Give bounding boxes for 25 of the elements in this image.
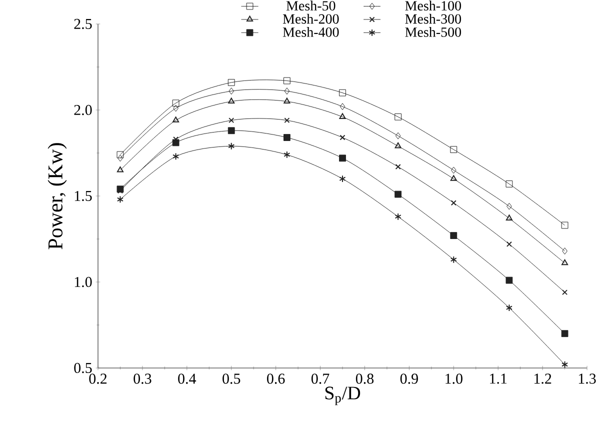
x-tick-label: 1.0 xyxy=(446,374,462,384)
legend-label: Mesh-200 xyxy=(282,14,339,24)
x-tick-label: 0.2 xyxy=(89,374,107,384)
y-tick-label: 0.5 xyxy=(74,362,92,374)
y-axis-title: Power, (Kw) xyxy=(48,143,67,250)
x-tick-label: 1.2 xyxy=(534,374,552,384)
legend-label: Mesh-50 xyxy=(286,0,336,11)
y-tick-label: 2.5 xyxy=(74,18,92,30)
legend-label: Mesh-500 xyxy=(405,27,462,37)
legend-label: Mesh-400 xyxy=(282,27,339,37)
x-tick-label: 0.3 xyxy=(134,374,152,384)
x-tick-label: 0.4 xyxy=(178,374,196,384)
x-tick-label: 1.3 xyxy=(578,374,596,384)
x-tick-label: 0.5 xyxy=(222,374,240,384)
legend-label: Mesh-300 xyxy=(405,14,462,24)
legend-label: Mesh-100 xyxy=(405,0,462,11)
x-tick-label: 0.6 xyxy=(267,374,285,384)
y-tick-label: 1.0 xyxy=(74,276,92,288)
x-tick-label: 0.8 xyxy=(356,374,374,384)
x-tick-label: 0.7 xyxy=(311,374,330,384)
y-tick-label: 2.0 xyxy=(74,104,92,116)
x-tick-label: 0.9 xyxy=(400,374,418,384)
y-tick-label: 1.5 xyxy=(74,190,92,202)
x-tick-label: 1.1 xyxy=(490,374,507,384)
x-axis-title: S$_{p}$/D xyxy=(325,386,360,406)
